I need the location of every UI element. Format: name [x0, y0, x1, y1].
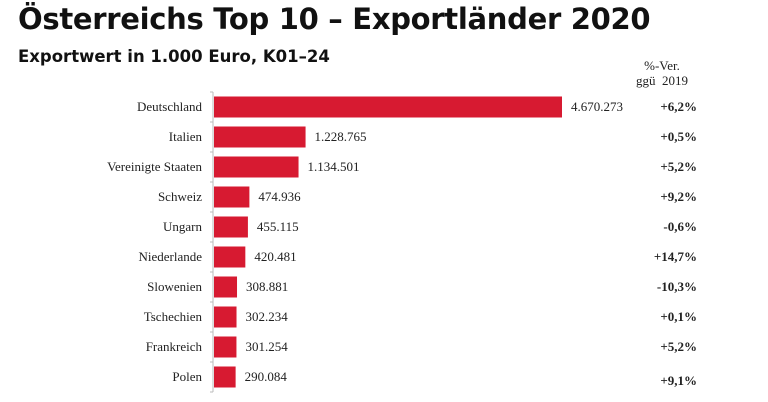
bar [214, 216, 248, 238]
category-label: Niederlande [138, 249, 202, 264]
change-label: +0,1% [660, 309, 697, 324]
value-label: 455.115 [257, 219, 299, 234]
change-header-line1: %-Ver. [644, 58, 680, 73]
change-label: +9,2% [660, 189, 697, 204]
value-label: 420.481 [254, 249, 296, 264]
change-label: -0,6% [663, 219, 697, 234]
change-label: +14,7% [654, 249, 697, 264]
value-label: 474.936 [258, 189, 301, 204]
change-label: +5,2% [660, 159, 697, 174]
bar [214, 366, 236, 388]
value-label: 1.134.501 [308, 159, 360, 174]
bar [214, 246, 246, 268]
bar [214, 126, 306, 148]
change-label: +6,2% [660, 99, 697, 114]
category-label: Slowenien [147, 279, 202, 294]
category-label: Deutschland [137, 99, 202, 114]
bar [214, 156, 299, 178]
change-label: +9,1% [660, 373, 697, 388]
bar [214, 96, 562, 118]
value-label: 308.881 [246, 279, 288, 294]
chart-subtitle: Exportwert in 1.000 Euro, K01–24 [18, 47, 330, 66]
change-label: +0,5% [660, 129, 697, 144]
bar [214, 276, 238, 298]
bar [214, 336, 237, 358]
bar [214, 306, 237, 328]
category-label: Frankreich [146, 339, 203, 354]
category-label: Vereinigte Staaten [107, 159, 202, 174]
bar [214, 186, 250, 208]
category-label: Polen [172, 369, 202, 384]
category-label: Italien [169, 129, 203, 144]
change-label: +5,2% [660, 339, 697, 354]
category-label: Ungarn [163, 219, 202, 234]
chart-title: Österreichs Top 10 – Exportländer 2020 [18, 2, 651, 36]
change-header-line2: ggü 2019 [636, 73, 688, 88]
value-label: 302.234 [246, 309, 289, 324]
value-label: 1.228.765 [315, 129, 367, 144]
category-label: Tschechien [144, 309, 203, 324]
change-label: -10,3% [657, 279, 697, 294]
value-label: 290.084 [245, 369, 288, 384]
value-label: 301.254 [245, 339, 288, 354]
category-label: Schweiz [158, 189, 202, 204]
value-label: 4.670.273 [571, 99, 623, 114]
